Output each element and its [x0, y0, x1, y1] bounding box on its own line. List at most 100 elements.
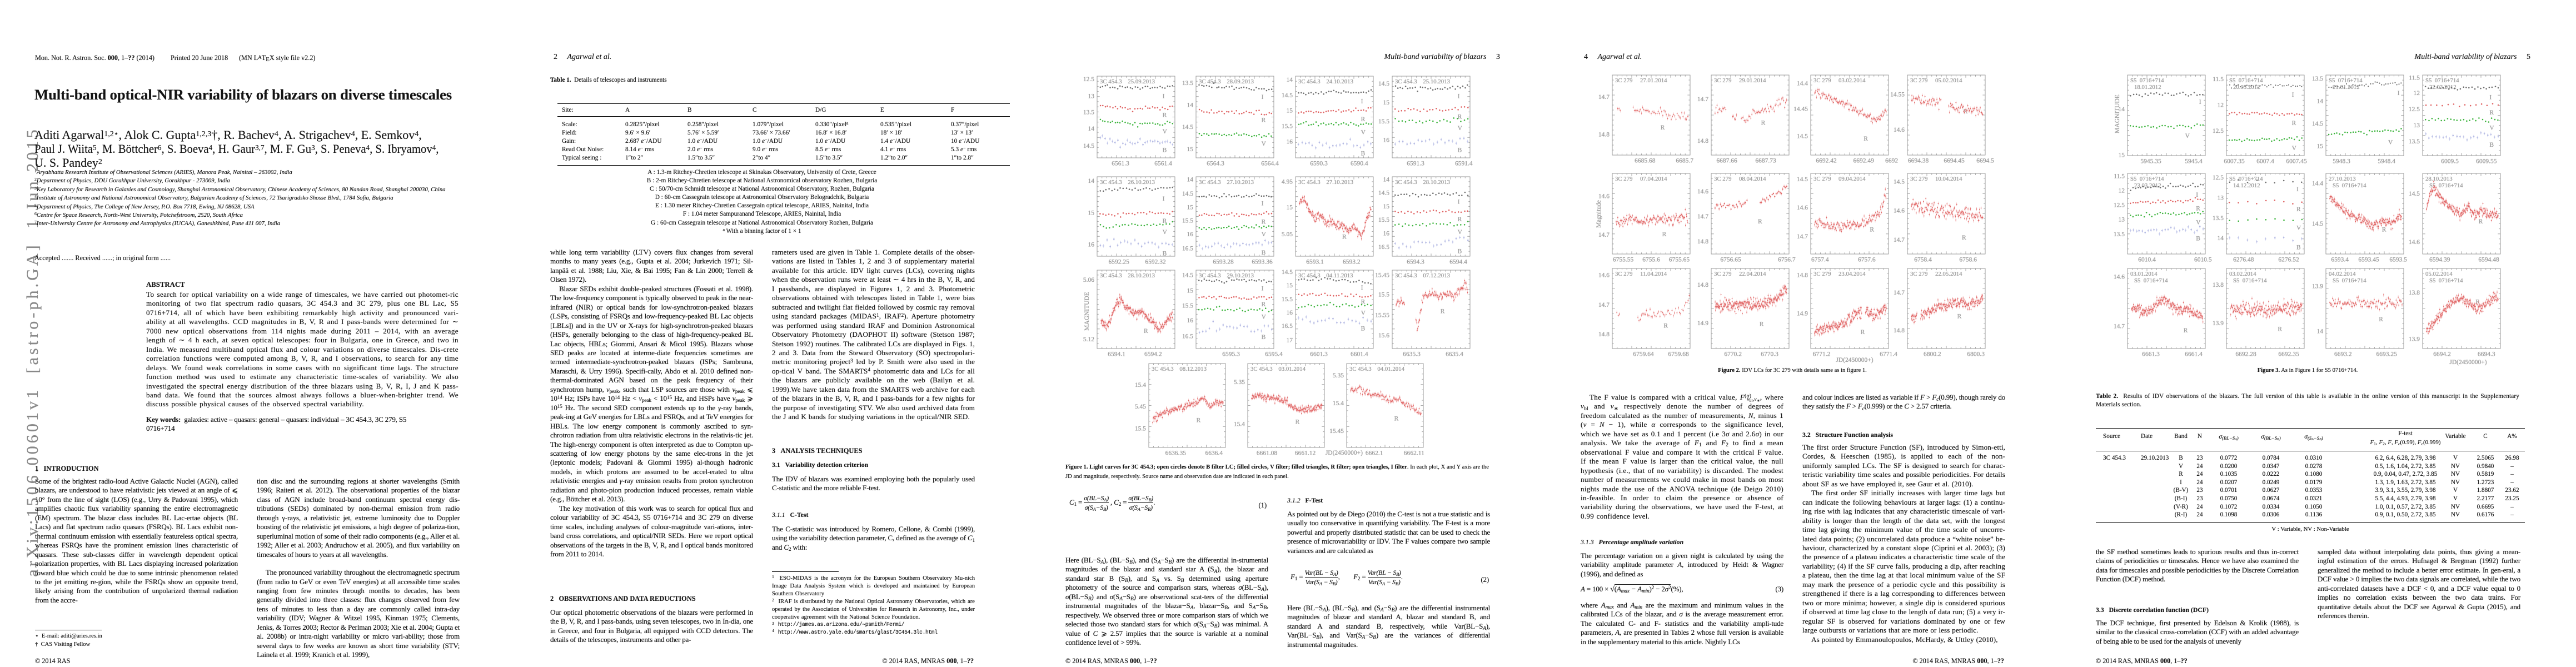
svg-text:6592.32: 6592.32 — [1145, 259, 1166, 266]
svg-text:I: I — [2489, 94, 2492, 101]
svg-text:R: R — [2196, 206, 2200, 212]
svg-text:6692.28: 6692.28 — [2235, 351, 2256, 358]
svg-text:JD(2450000+): JD(2450000+) — [1836, 357, 1873, 364]
svg-text:3C 279 22.04.2014: 3C 279 22.04.2014 — [1714, 271, 1766, 277]
svg-text:15.4: 15.4 — [1234, 421, 1245, 428]
svg-text:V: V — [2185, 133, 2190, 140]
svg-text:6561.4: 6561.4 — [1154, 161, 1172, 167]
svg-text:14.6: 14.6 — [2409, 239, 2420, 246]
svg-text:6592.25: 6592.25 — [1109, 259, 1130, 266]
svg-text:I: I — [1262, 201, 1264, 207]
svg-text:14.5: 14.5 — [1378, 190, 1389, 197]
svg-text:11.5: 11.5 — [2213, 76, 2224, 83]
svg-text:14.9: 14.9 — [1797, 311, 1808, 317]
svg-text:6755.6: 6755.6 — [1642, 257, 1660, 263]
svg-text:I: I — [2196, 192, 2198, 198]
svg-text:R: R — [1144, 328, 1148, 335]
svg-text:14.4: 14.4 — [1797, 80, 1808, 87]
svg-text:14.5: 14.5 — [1894, 179, 1905, 186]
svg-text:14.45: 14.45 — [1793, 106, 1808, 113]
svg-text:6591.4: 6591.4 — [1455, 161, 1473, 167]
svg-text:12.5: 12.5 — [2213, 175, 2224, 181]
svg-text:6661.4: 6661.4 — [2185, 351, 2203, 358]
svg-text:6755.55: 6755.55 — [1613, 257, 1634, 263]
svg-text:3C 454.3 03.01.2014: 3C 454.3 03.01.2014 — [1250, 366, 1306, 372]
svg-text:6593.1: 6593.1 — [1306, 259, 1324, 266]
svg-text:6593.2: 6593.2 — [1343, 259, 1361, 266]
svg-text:I: I — [1163, 196, 1165, 202]
svg-text:14.7: 14.7 — [1697, 96, 1708, 103]
svg-text:15: 15 — [1187, 288, 1194, 295]
svg-text:15.55: 15.55 — [1375, 312, 1389, 318]
svg-text:S5 0716+714: S5 0716+714 — [2329, 77, 2363, 84]
svg-text:S5 0716+714: S5 0716+714 — [2233, 277, 2267, 284]
svg-text:14: 14 — [2317, 98, 2324, 104]
svg-text:6593.45: 6593.45 — [2358, 257, 2379, 263]
svg-text:6007.4: 6007.4 — [2256, 158, 2274, 165]
svg-text:R: R — [1864, 136, 1868, 142]
svg-text:R: R — [1662, 231, 1667, 238]
svg-text:13.5: 13.5 — [2213, 215, 2224, 222]
svg-text:14.12.2012: 14.12.2012 — [2233, 182, 2260, 189]
svg-text:R: R — [1458, 113, 1462, 120]
svg-text:6010.4: 6010.4 — [2138, 257, 2156, 263]
svg-text:R: R — [1361, 299, 1366, 306]
svg-text:JD(2450000+): JD(2450000+) — [2449, 359, 2487, 366]
svg-text:6800.3: 6800.3 — [1967, 351, 1985, 358]
svg-text:15.5: 15.5 — [1378, 217, 1389, 223]
svg-text:14.7: 14.7 — [1598, 232, 1610, 238]
svg-text:6593.36: 6593.36 — [1252, 259, 1273, 266]
svg-text:16: 16 — [1187, 317, 1194, 324]
svg-text:3C 279 10.04.2014: 3C 279 10.04.2014 — [1910, 176, 1962, 182]
svg-text:6635.4: 6635.4 — [1446, 351, 1463, 358]
svg-text:14.9: 14.9 — [1697, 320, 1708, 327]
svg-text:6755.65: 6755.65 — [1669, 257, 1690, 263]
svg-text:27.10.2013: 27.10.2013 — [2329, 176, 2356, 182]
svg-text:R: R — [1760, 321, 1764, 328]
svg-text:15: 15 — [1383, 203, 1390, 210]
svg-text:R: R — [2278, 326, 2282, 332]
svg-text:B: B — [1262, 250, 1266, 256]
svg-text:5.06: 5.06 — [1083, 277, 1094, 283]
svg-text:R: R — [2479, 218, 2483, 225]
svg-text:I: I — [1163, 93, 1165, 100]
svg-text:R: R — [1262, 218, 1266, 225]
svg-text:15.4: 15.4 — [1333, 400, 1344, 407]
svg-text:6756.7: 6756.7 — [1778, 257, 1796, 263]
svg-text:I: I — [2296, 186, 2299, 193]
svg-text:3C 279 07.04.2014: 3C 279 07.04.2014 — [1615, 176, 1667, 182]
svg-text:Magnitude: Magnitude — [1596, 200, 1602, 228]
svg-text:14.8: 14.8 — [1697, 238, 1708, 245]
svg-text:R: R — [1163, 218, 1167, 225]
svg-text:6594.39: 6594.39 — [2429, 257, 2450, 263]
svg-text:6564.3: 6564.3 — [1207, 161, 1224, 167]
svg-text:14.6: 14.6 — [1894, 127, 1905, 133]
svg-text:3C 279 08.04.2014: 3C 279 08.04.2014 — [1714, 176, 1766, 182]
svg-text:V: V — [1361, 310, 1366, 316]
svg-text:5945.4: 5945.4 — [2185, 158, 2203, 165]
svg-text:R: R — [1441, 308, 1445, 315]
svg-text:15.6: 15.6 — [1378, 332, 1389, 339]
svg-text:12.5: 12.5 — [2409, 106, 2420, 113]
svg-text:B: B — [2489, 142, 2494, 148]
svg-text:12: 12 — [2119, 187, 2125, 194]
svg-text:I: I — [1458, 199, 1460, 206]
svg-text:14.5: 14.5 — [1797, 133, 1808, 140]
svg-text:3C 279 27.01.2014: 3C 279 27.01.2014 — [1615, 77, 1667, 84]
svg-text:16: 16 — [1383, 231, 1390, 237]
svg-text:I: I — [1361, 285, 1363, 291]
svg-text:S5 0716+714: S5 0716+714 — [2429, 182, 2463, 189]
svg-text:5948.3: 5948.3 — [2333, 158, 2350, 165]
svg-text:6757.4: 6757.4 — [1811, 257, 1829, 263]
svg-text:03.02.2014: 03.02.2014 — [2229, 271, 2256, 277]
svg-text:3C 454.3 29.10.2013: 3C 454.3 29.10.2013 — [1199, 272, 1254, 279]
svg-text:14.5: 14.5 — [1182, 272, 1193, 279]
svg-text:16.5: 16.5 — [1378, 244, 1389, 251]
svg-text:6757.6: 6757.6 — [1858, 257, 1876, 263]
svg-text:15: 15 — [2317, 143, 2324, 150]
svg-text:21.01.2012: 21.01.2012 — [2333, 84, 2360, 91]
svg-text:14: 14 — [2317, 328, 2324, 335]
svg-text:14: 14 — [1088, 178, 1095, 185]
svg-text:16.5: 16.5 — [1282, 323, 1293, 330]
svg-text:4.95: 4.95 — [1282, 179, 1293, 186]
